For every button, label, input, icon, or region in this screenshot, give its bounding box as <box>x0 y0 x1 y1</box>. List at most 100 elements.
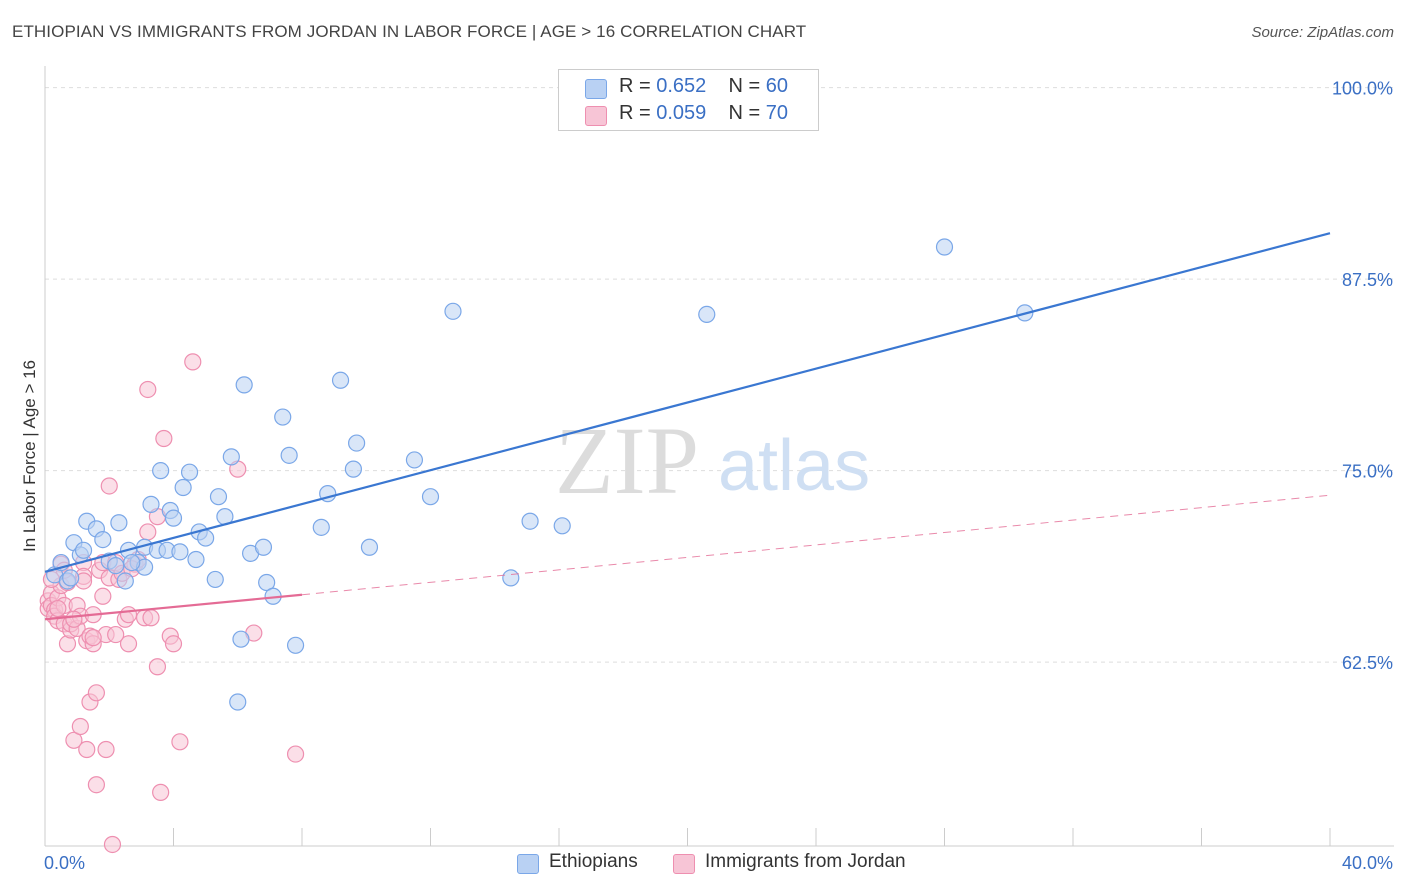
data-point-ethiopians <box>312 518 330 536</box>
data-point-jordan <box>97 740 115 759</box>
data-point-ethiopians <box>280 446 298 464</box>
legend-text: R = 0.059 N = 70 <box>619 102 788 125</box>
data-point-jordan <box>100 477 118 495</box>
data-point-ethiopians <box>174 478 192 497</box>
data-point-ethiopians <box>94 530 112 549</box>
data-point-ethiopians <box>197 529 215 547</box>
correlation-legend: R = 0.652 N = 60 R = 0.059 N = 70 <box>558 69 819 131</box>
data-point-ethiopians <box>360 538 379 556</box>
data-point-jordan <box>71 717 89 736</box>
data-point-ethiopians <box>348 434 366 452</box>
data-point-jordan <box>184 353 202 371</box>
data-point-ethiopians <box>235 376 253 394</box>
watermark: ZIP atlas <box>555 407 870 514</box>
data-point-ethiopians <box>187 550 205 569</box>
data-point-ethiopians <box>502 569 520 587</box>
data-point-ethiopians <box>62 569 80 587</box>
data-point-ethiopians <box>331 371 350 389</box>
data-point-ethiopians <box>209 488 228 506</box>
data-point-ethiopians <box>152 462 170 480</box>
legend-swatch-ethiopians <box>585 79 607 99</box>
data-point-ethiopians <box>254 538 273 556</box>
data-point-ethiopians <box>180 463 199 481</box>
y-tick-label: 100.0% <box>1332 79 1393 99</box>
data-point-ethiopians <box>142 495 160 513</box>
data-point-jordan <box>152 783 170 801</box>
data-point-ethiopians <box>222 448 240 466</box>
data-point-jordan <box>65 610 83 628</box>
data-point-ethiopians <box>164 509 183 527</box>
y-tick-label: 62.5% <box>1342 653 1393 673</box>
data-point-jordan <box>139 523 157 541</box>
data-point-jordan <box>164 635 183 653</box>
axes <box>44 66 1394 847</box>
n-label: N = <box>728 102 766 124</box>
data-point-jordan <box>49 599 67 618</box>
legend-label-ethiopians: Ethiopians <box>549 851 638 872</box>
legend-text: R = 0.652 N = 60 <box>619 75 788 98</box>
data-point-jordan <box>84 629 102 647</box>
data-point-ethiopians <box>521 512 539 530</box>
data-point-ethiopians <box>107 557 125 575</box>
data-point-jordan <box>171 733 189 751</box>
data-point-ethiopians <box>110 514 128 532</box>
data-point-jordan <box>119 606 138 624</box>
data-point-ethiopians <box>232 630 250 648</box>
data-point-jordan <box>65 731 83 749</box>
r-value: 0.059 <box>656 102 707 124</box>
x-tick-label: 40.0% <box>1342 853 1393 873</box>
data-point-ethiopians <box>344 460 362 478</box>
data-point-ethiopians <box>74 541 93 559</box>
data-point-jordan <box>119 635 138 653</box>
data-point-ethiopians <box>553 517 571 535</box>
r-label: R = <box>619 75 657 97</box>
legend-swatch-jordan <box>673 854 695 874</box>
trend-lines <box>44 232 1331 621</box>
trend-line-jordan-extended <box>301 494 1331 596</box>
r-value: 0.652 <box>656 75 707 97</box>
y-tick-label: 87.5% <box>1342 270 1393 290</box>
data-point-jordan <box>286 745 305 763</box>
data-point-ethiopians <box>171 543 189 561</box>
series-jordan-points <box>39 353 305 854</box>
y-tick-label: 75.0% <box>1342 462 1393 482</box>
data-point-jordan <box>139 380 157 399</box>
data-point-ethiopians <box>698 305 716 323</box>
legend-swatch-ethiopians <box>517 854 539 874</box>
legend-label-jordan: Immigrants from Jordan <box>705 851 906 872</box>
data-point-jordan <box>94 587 112 605</box>
legend-swatch-jordan <box>585 106 607 126</box>
data-point-ethiopians <box>405 451 424 469</box>
data-point-ethiopians <box>935 238 954 256</box>
data-point-ethiopians <box>286 636 305 654</box>
watermark-atlas: atlas <box>718 426 870 506</box>
series-legend: Ethiopians Immigrants from Jordan <box>0 851 1406 879</box>
grid-lines <box>45 87 1394 663</box>
source-label: Source: ZipAtlas.com <box>1251 24 1394 41</box>
data-point-ethiopians <box>206 570 224 589</box>
n-label: N = <box>728 75 766 97</box>
trend-line-ethiopians <box>44 232 1331 573</box>
data-point-ethiopians <box>123 553 141 572</box>
data-point-ethiopians <box>421 488 440 506</box>
y-axis-label: In Labor Force | Age > 16 <box>20 360 39 552</box>
data-point-jordan <box>78 740 96 759</box>
series-ethiopians-points <box>46 238 1034 711</box>
trend-line-jordan <box>44 593 303 621</box>
n-value: 70 <box>765 102 789 124</box>
watermark-zip: ZIP <box>555 407 699 514</box>
data-point-jordan <box>107 625 125 644</box>
r-label: R = <box>619 102 657 124</box>
data-point-jordan <box>148 658 167 676</box>
data-point-jordan <box>103 835 122 854</box>
n-value: 60 <box>765 75 789 97</box>
data-point-jordan <box>87 684 106 702</box>
data-point-ethiopians <box>116 572 134 590</box>
data-point-jordan <box>142 609 160 627</box>
axis-tick-labels: 62.5% 75.0% 87.5% 100.0% 0.0% 40.0% <box>44 79 1393 873</box>
data-point-ethiopians <box>444 302 462 320</box>
data-point-jordan <box>155 429 173 448</box>
data-point-ethiopians <box>258 573 276 592</box>
x-tick-label: 0.0% <box>44 853 85 873</box>
